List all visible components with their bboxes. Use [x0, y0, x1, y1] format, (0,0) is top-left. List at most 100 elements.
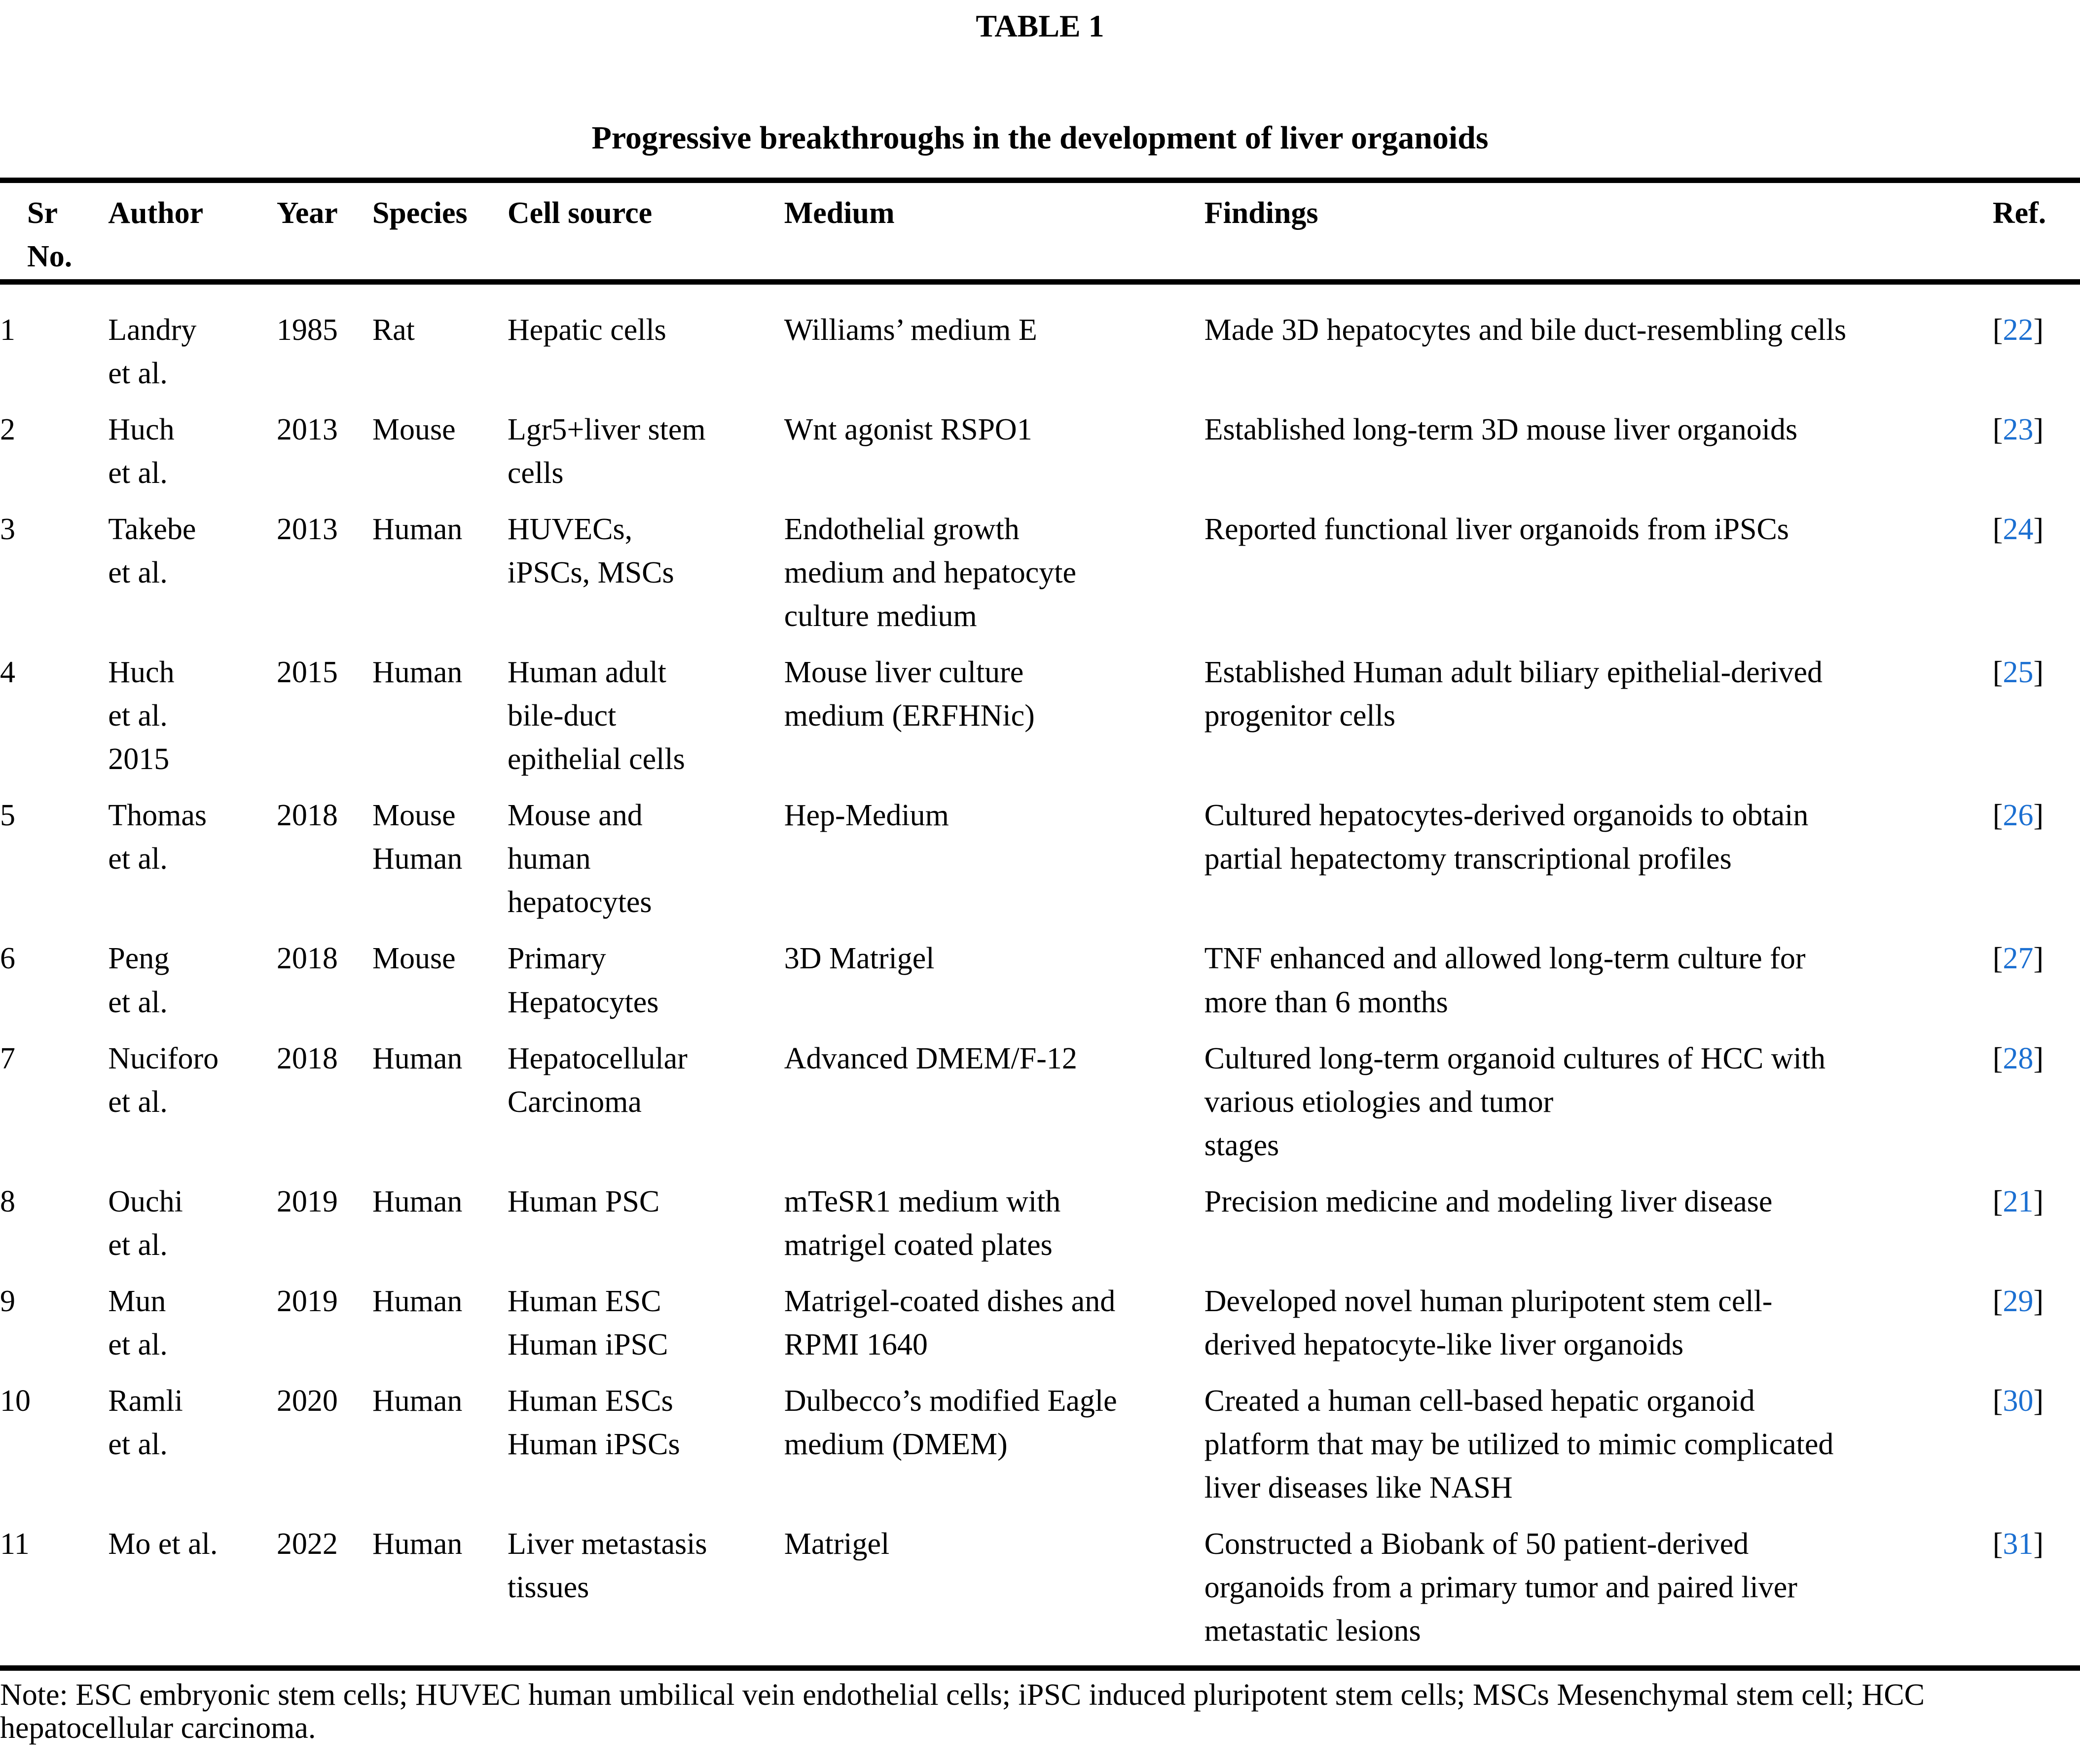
- table-row: 8 Ouchi et al. 2019 Human Human PSC mTeSR1 me…: [0, 1180, 2080, 1280]
- ref-citation-link[interactable]: 29: [2003, 1284, 2034, 1318]
- cell-medium: Matrigel: [784, 1527, 890, 1561]
- table-note: Note: ESC embryonic stem cells; HUVEC hu…: [0, 1678, 1925, 1745]
- cell-cell-source: Human adult bile-duct epithelial cells: [507, 656, 685, 776]
- col-header-medium: Medium: [784, 180, 1204, 285]
- ref-citation-link[interactable]: 25: [2003, 656, 2034, 690]
- table-row: 2 Huch et al. 2013 Mouse Lgr5+liver stem cel…: [0, 408, 2080, 508]
- ref-bracket-close: ]: [2033, 1184, 2044, 1218]
- ref-citation-link[interactable]: 26: [2003, 799, 2034, 833]
- cell-author: Ouchi et al.: [108, 1184, 183, 1262]
- cell-author: Ramli et al.: [108, 1384, 183, 1461]
- cell-ref: [30]: [1993, 1379, 2080, 1522]
- cell-species: Rat: [372, 313, 415, 347]
- cell-author: Peng et al.: [108, 942, 170, 1019]
- cell-ref: [24]: [1993, 508, 2080, 651]
- ref-citation-link[interactable]: 30: [2003, 1384, 2034, 1418]
- ref-bracket-open: [: [1992, 1041, 2003, 1075]
- cell-cell-source: Human ESC Human iPSC: [507, 1284, 668, 1361]
- ref-citation-link[interactable]: 23: [2003, 413, 2034, 447]
- table-row: 6 Peng et al. 2018 Mouse Primary Hepatocytes…: [0, 937, 2080, 1036]
- cell-sr-no: 2: [0, 413, 15, 447]
- cell-year: 2013: [276, 513, 338, 547]
- table-row: 9 Mun et al. 2019 Human Human ESC Human iPSC…: [0, 1280, 2080, 1379]
- ref-bracket-open: [: [1992, 799, 2003, 833]
- cell-year: 2013: [276, 413, 338, 447]
- cell-medium: Hep-Medium: [784, 799, 949, 833]
- table-row: 3 Takebe et al. 2013 Human HUVECs, iPSCs, MS…: [0, 508, 2080, 651]
- col-header-ref: Ref.: [1992, 180, 2080, 285]
- cell-species: Mouse: [372, 942, 456, 976]
- cell-findings: Reported functional liver organoids from…: [1204, 513, 1789, 547]
- ref-citation-link[interactable]: 22: [2003, 313, 2034, 347]
- table-caption: Progressive breakthroughs in the develop…: [591, 120, 1489, 156]
- cell-findings: Created a human cell-based hepatic organ…: [1204, 1384, 1834, 1505]
- cell-cell-source: Hepatocellular Carcinoma: [507, 1041, 688, 1119]
- ref-bracket-close: ]: [2033, 656, 2044, 690]
- col-header-cell-source: Cell source: [507, 180, 784, 285]
- ref-bracket-close: ]: [2033, 942, 2044, 976]
- cell-cell-source: Hepatic cells: [507, 313, 666, 347]
- cell-sr-no: 3: [0, 513, 15, 547]
- table-row: 5 Thomas et al. 2018 Mouse Human Mouse and h…: [0, 794, 2080, 937]
- cell-species: Human: [372, 1527, 463, 1561]
- cell-species: Mouse: [372, 413, 456, 447]
- cell-cell-source: Liver metastasis tissues: [507, 1527, 707, 1604]
- cell-findings: Precision medicine and modeling liver di…: [1204, 1184, 1773, 1218]
- cell-findings: Cultured hepatocytes-derived organoids t…: [1204, 799, 1809, 876]
- cell-species: Human: [372, 1184, 463, 1218]
- ref-bracket-close: ]: [2033, 1284, 2044, 1318]
- cell-medium: Endothelial growth medium and hepatocyte…: [784, 513, 1077, 633]
- cell-ref: [22]: [1993, 282, 2080, 408]
- col-header-findings: Findings: [1204, 180, 1993, 285]
- ref-citation-link[interactable]: 28: [2003, 1041, 2034, 1075]
- cell-species: Human: [372, 656, 463, 690]
- cell-author: Mo et al.: [108, 1527, 218, 1561]
- table-row: 10 Ramli et al. 2020 Human Human ESCs Human …: [0, 1379, 2080, 1522]
- cell-ref: [26]: [1993, 794, 2080, 937]
- cell-year: 2015: [276, 656, 338, 690]
- cell-sr-no: 1: [0, 313, 15, 347]
- cell-ref: [27]: [1993, 937, 2080, 1036]
- ref-bracket-close: ]: [2033, 799, 2044, 833]
- ref-bracket-close: ]: [2033, 1041, 2044, 1075]
- cell-medium: Mouse liver culture medium (ERFHNic): [784, 656, 1035, 733]
- cell-sr-no: 7: [0, 1041, 15, 1075]
- table-row: 4 Huch et al. 2015 2015 Human Human adult bi…: [0, 651, 2080, 794]
- ref-citation-link[interactable]: 27: [2003, 942, 2034, 976]
- ref-citation-link[interactable]: 31: [2003, 1527, 2034, 1561]
- cell-author: Huch et al.: [108, 413, 175, 490]
- ref-bracket-open: [: [1992, 1527, 2003, 1561]
- cell-sr-no: 9: [0, 1284, 15, 1318]
- cell-year: 2019: [276, 1284, 338, 1318]
- cell-ref: [21]: [1993, 1180, 2080, 1280]
- ref-citation-link[interactable]: 21: [2003, 1184, 2034, 1218]
- cell-author: Huch et al. 2015: [108, 656, 175, 776]
- cell-findings: Constructed a Biobank of 50 patient-deri…: [1204, 1527, 1797, 1648]
- cell-year: 2022: [276, 1527, 338, 1561]
- table-row: 11 Mo et al. 2022 Human Liver metastasis tis…: [0, 1522, 2080, 1668]
- cell-ref: [28]: [1993, 1037, 2080, 1180]
- cell-sr-no: 4: [0, 656, 15, 690]
- cell-year: 1985: [276, 313, 338, 347]
- ref-bracket-open: [: [1992, 1184, 2003, 1218]
- cell-species: Human: [372, 513, 463, 547]
- table-label: TABLE 1: [976, 8, 1104, 43]
- cell-sr-no: 5: [0, 799, 15, 833]
- cell-cell-source: Primary Hepatocytes: [507, 942, 659, 1019]
- ref-citation-link[interactable]: 24: [2003, 513, 2034, 547]
- col-header-year: Year: [276, 180, 372, 285]
- ref-bracket-open: [: [1992, 1284, 2003, 1318]
- ref-bracket-close: ]: [2033, 1384, 2044, 1418]
- cell-author: Nuciforo et al.: [108, 1041, 219, 1119]
- cell-findings: Made 3D hepatocytes and bile duct-resemb…: [1204, 313, 1847, 347]
- ref-bracket-open: [: [1992, 1384, 2003, 1418]
- cell-sr-no: 11: [0, 1527, 30, 1561]
- liver-organoids-table: Sr No. Author Year Species Cell source M…: [0, 178, 2080, 1671]
- cell-findings: Established Human adult biliary epitheli…: [1204, 656, 1823, 733]
- cell-year: 2018: [276, 942, 338, 976]
- cell-ref: [23]: [1993, 408, 2080, 508]
- cell-species: Human: [372, 1284, 463, 1318]
- table-row: 1 Landry et al. 1985 Rat Hepatic cells Willia…: [0, 282, 2080, 408]
- cell-year: 2018: [276, 799, 338, 833]
